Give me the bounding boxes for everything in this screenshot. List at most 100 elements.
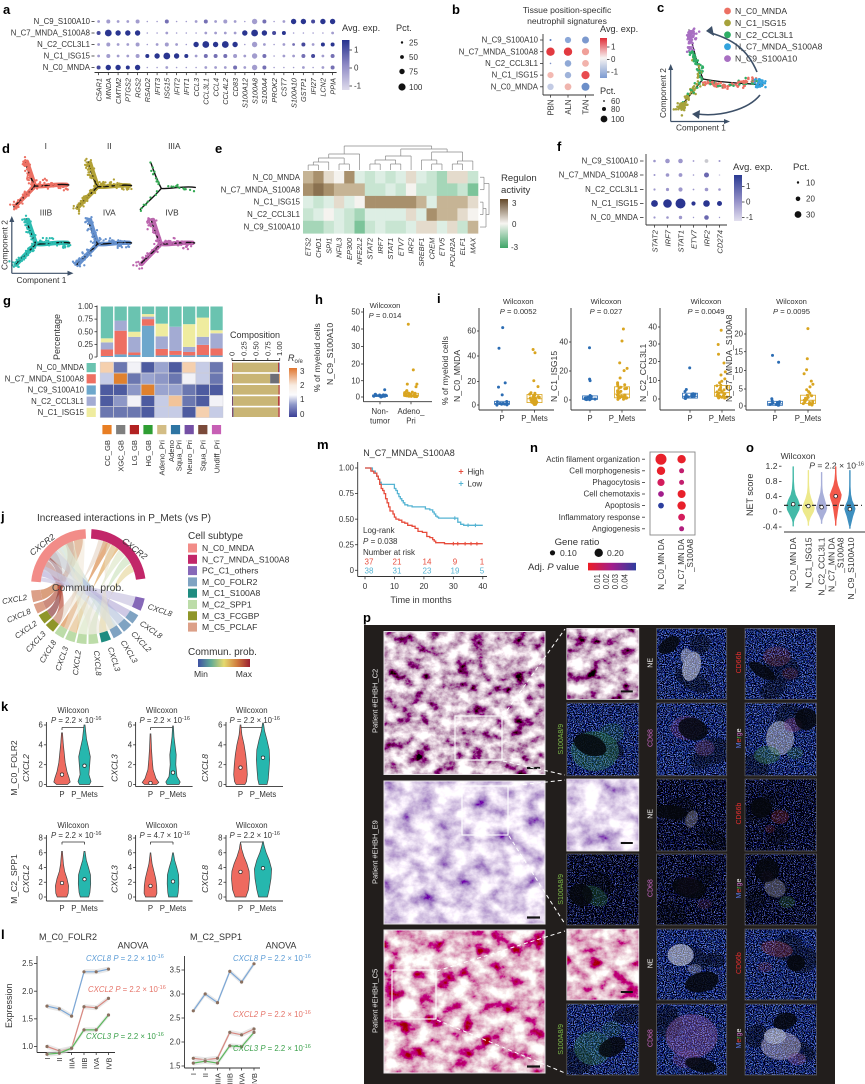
svg-text:IFI27: IFI27 <box>309 77 318 95</box>
svg-text:P = 2.2 × 10-16: P = 2.2 × 10-16 <box>51 831 101 840</box>
svg-text:0: 0 <box>218 893 223 902</box>
svg-text:Merge: Merge <box>736 879 743 899</box>
svg-text:Wilcoxon: Wilcoxon <box>236 706 268 715</box>
svg-text:M_C0_FOLR2: M_C0_FOLR2 <box>202 577 258 587</box>
svg-text:8: 8 <box>39 834 43 843</box>
svg-text:P_Mets: P_Mets <box>521 414 548 423</box>
svg-text:CCL4L2: CCL4L2 <box>221 78 230 105</box>
svg-text:RGS2: RGS2 <box>133 78 142 98</box>
svg-text:30: 30 <box>648 340 657 349</box>
svg-text:P_Mets: P_Mets <box>160 790 187 799</box>
svg-text:NET score: NET score <box>745 474 755 516</box>
svg-text:N_C2_CCL3L1: N_C2_CCL3L1 <box>485 59 538 68</box>
svg-text:Angiogenesis: Angiogenesis <box>592 524 640 533</box>
svg-text:Composition: Composition <box>230 330 280 340</box>
svg-text:N_C7_MN DA: N_C7_MN DA <box>677 538 686 589</box>
svg-text:4: 4 <box>128 863 133 872</box>
svg-text:IRF7: IRF7 <box>376 237 385 254</box>
svg-text:Inflammatory response: Inflammatory response <box>559 513 641 522</box>
svg-text:Wilcoxon: Wilcoxon <box>591 297 622 306</box>
svg-text:Ro/e: Ro/e <box>288 353 304 365</box>
svg-text:N_C7_MNDA_S100A8: N_C7_MNDA_S100A8 <box>459 47 538 56</box>
svg-text:CXCL2 P = 2.2 × 10-16: CXCL2 P = 2.2 × 10-16 <box>88 985 166 994</box>
svg-text:N_C7_MNDA_S100A8: N_C7_MNDA_S100A8 <box>221 185 300 194</box>
svg-text:PC_C1_others: PC_C1_others <box>202 566 258 576</box>
svg-text:40: 40 <box>467 352 476 361</box>
svg-text:N_C0_MNDA: N_C0_MNDA <box>43 63 91 72</box>
svg-text:S100A8/9: S100A8/9 <box>558 1024 565 1055</box>
svg-text:CXCL3: CXCL3 <box>53 645 70 672</box>
svg-text:4: 4 <box>39 863 44 872</box>
svg-text:1: 1 <box>300 395 305 404</box>
svg-text:N_C2_CCL3L1: N_C2_CCL3L1 <box>638 343 648 402</box>
svg-text:P: P <box>499 414 504 423</box>
svg-text:Undiff_Pri: Undiff_Pri <box>212 440 221 474</box>
svg-text:CD66b: CD66b <box>736 803 743 825</box>
svg-text:0: 0 <box>39 780 44 789</box>
svg-text:1.00: 1.00 <box>275 341 284 356</box>
svg-text:2: 2 <box>218 878 222 887</box>
svg-text:HG_GB: HG_GB <box>144 440 153 467</box>
svg-text:2.5: 2.5 <box>170 1014 182 1023</box>
svg-text:CST7: CST7 <box>280 77 289 97</box>
svg-text:e: e <box>215 141 222 156</box>
svg-text:N_C9_S100A10: N_C9_S100A10 <box>735 54 797 64</box>
svg-text:9: 9 <box>453 558 458 567</box>
svg-text:CXCL8: CXCL8 <box>92 650 103 676</box>
svg-text:M_C2_SPP1: M_C2_SPP1 <box>190 932 242 942</box>
svg-text:2: 2 <box>300 381 305 390</box>
svg-text:Commun. prob.: Commun. prob. <box>188 647 257 658</box>
svg-text:Wilcoxon: Wilcoxon <box>781 451 816 461</box>
svg-text:PPIA: PPIA <box>328 78 337 95</box>
svg-text:N_C2_CCL3L1: N_C2_CCL3L1 <box>37 40 90 49</box>
svg-text:CXCL8: CXCL8 <box>200 754 210 782</box>
svg-text:EP300: EP300 <box>345 237 354 260</box>
svg-text:Wilcoxon: Wilcoxon <box>503 297 534 306</box>
svg-text:STAT2: STAT2 <box>366 238 375 260</box>
svg-text:0: 0 <box>89 353 94 362</box>
svg-text:CREM: CREM <box>427 237 436 260</box>
svg-text:IRF2: IRF2 <box>702 229 711 246</box>
svg-text:tumor: tumor <box>370 417 390 426</box>
svg-text:20: 20 <box>559 367 568 376</box>
svg-text:N_C9_S100A10: N_C9_S100A10 <box>244 223 301 232</box>
svg-text:P: P <box>59 790 64 799</box>
svg-text:8: 8 <box>218 834 222 843</box>
svg-text:IFIT3: IFIT3 <box>153 78 162 95</box>
svg-text:0: 0 <box>746 198 751 207</box>
svg-text:0: 0 <box>611 55 616 64</box>
svg-text:N_C7_MNDA_S100A8: N_C7_MNDA_S100A8 <box>363 448 455 458</box>
svg-text:Adeno_: Adeno_ <box>398 407 426 416</box>
svg-text:S100A8: S100A8 <box>250 77 259 104</box>
svg-text:GSTP1: GSTP1 <box>299 78 308 102</box>
svg-text:4: 4 <box>128 740 133 749</box>
svg-text:Phagocytosis: Phagocytosis <box>592 478 640 487</box>
svg-text:0.25: 0.25 <box>239 341 248 356</box>
svg-text:N_C2_CCL3L1: N_C2_CCL3L1 <box>735 30 794 40</box>
svg-text:4: 4 <box>218 740 223 749</box>
svg-text:2: 2 <box>39 760 43 769</box>
svg-text:0: 0 <box>739 402 744 411</box>
svg-text:CXCL2: CXCL2 <box>21 865 31 893</box>
svg-text:6: 6 <box>218 721 222 730</box>
svg-text:20: 20 <box>419 582 428 591</box>
svg-text:p: p <box>363 610 371 625</box>
svg-text:N_C0_MNDA: N_C0_MNDA <box>735 6 787 16</box>
svg-text:I: I <box>43 1058 52 1060</box>
svg-text:CXCL3: CXCL3 <box>110 865 120 893</box>
svg-text:CXCL3: CXCL3 <box>110 754 120 782</box>
svg-text:Neuro_Pri: Neuro_Pri <box>185 440 194 474</box>
svg-text:NE: NE <box>648 658 655 668</box>
svg-text:% of myeloid cells: % of myeloid cells <box>312 323 322 392</box>
svg-text:50: 50 <box>351 308 360 317</box>
svg-text:Adj. P value: Adj. P value <box>528 562 579 573</box>
svg-text:IVB: IVB <box>104 1058 113 1070</box>
svg-text:4: 4 <box>218 863 223 872</box>
svg-text:CHD1: CHD1 <box>314 238 323 258</box>
svg-text:P = 2.2 × 10-16: P = 2.2 × 10-16 <box>230 716 280 725</box>
svg-text:Actin filament organization: Actin filament organization <box>546 455 640 464</box>
svg-text:1.2: 1.2 <box>766 461 778 471</box>
svg-text:d: d <box>2 141 10 156</box>
svg-text:ETS2: ETS2 <box>304 238 313 256</box>
svg-text:Tissue position-specific: Tissue position-specific <box>523 5 612 15</box>
